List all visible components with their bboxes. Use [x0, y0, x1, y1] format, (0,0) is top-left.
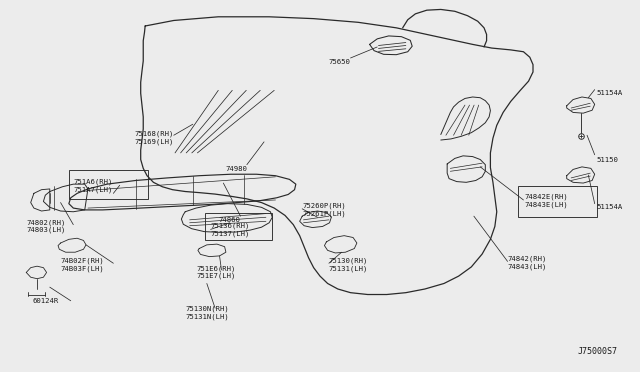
Text: 75130N(RH)
75131N(LH): 75130N(RH) 75131N(LH) — [185, 305, 229, 320]
Text: 74980: 74980 — [225, 166, 247, 172]
Text: 751A6(RH)
751A7(LH): 751A6(RH) 751A7(LH) — [74, 179, 113, 193]
Text: 51154A: 51154A — [596, 204, 623, 211]
Text: 75168(RH)
75169(LH): 75168(RH) 75169(LH) — [134, 131, 173, 145]
Text: 75136(RH)
75137(LH): 75136(RH) 75137(LH) — [211, 223, 250, 237]
Text: 60124R: 60124R — [33, 298, 59, 304]
Text: 51154A: 51154A — [596, 90, 623, 96]
Text: 74842E(RH)
74843E(LH): 74842E(RH) 74843E(LH) — [525, 193, 568, 208]
Text: 75260P(RH)
75261P(LH): 75260P(RH) 75261P(LH) — [302, 202, 346, 217]
Text: 74B02F(RH)
74B03F(LH): 74B02F(RH) 74B03F(LH) — [61, 258, 104, 272]
Text: 74842(RH)
74843(LH): 74842(RH) 74843(LH) — [508, 256, 547, 270]
Text: 51150: 51150 — [596, 157, 618, 163]
Text: 75650: 75650 — [329, 59, 351, 65]
Text: J75000S7: J75000S7 — [577, 347, 618, 356]
Text: 74802(RH)
74803(LH): 74802(RH) 74803(LH) — [26, 219, 66, 233]
Text: 75130(RH)
75131(LH): 75130(RH) 75131(LH) — [329, 258, 368, 272]
Text: 751E6(RH)
751E7(LH): 751E6(RH) 751E7(LH) — [196, 265, 236, 279]
Text: 74860: 74860 — [219, 217, 241, 223]
